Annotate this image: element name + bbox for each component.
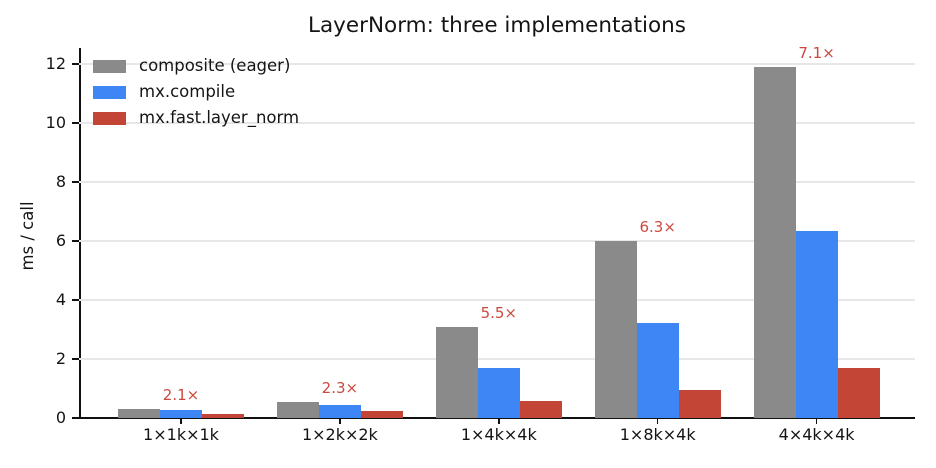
speedup-annotation: 2.1× [162, 385, 200, 404]
plot-area: 0 2 4 6 8 10 12 1×1k×1k 1×2k×2k 1×4k×4k 1×8k×4k 4×4… [46, 45, 915, 444]
bar-mx-fast-layer-norm [360, 411, 403, 418]
y-tick-mark [72, 358, 79, 360]
speedup-annotation: 5.5× [480, 304, 518, 323]
x-tick-mark [498, 418, 500, 424]
y-tick-label: 10 [45, 112, 66, 132]
y-tick-label: 8 [55, 171, 66, 191]
gridline [79, 358, 915, 360]
legend: composite (eager) mx.compile mx.fast.layer… [93, 53, 299, 131]
x-tick-label: 1×2k×2k [301, 425, 378, 444]
bar-mx-fast-layer-norm [837, 368, 880, 418]
legend-row: mx.compile [93, 79, 299, 105]
legend-label: mx.compile [139, 82, 236, 101]
x-tick-mark [180, 418, 182, 424]
legend-row: composite (eager) [93, 53, 299, 79]
y-tick-label: 0 [55, 408, 66, 427]
y-axis-spine [79, 48, 81, 419]
y-tick-label: 12 [45, 53, 66, 73]
speedup-annotation: 6.3× [639, 217, 676, 236]
y-tick-mark [72, 181, 79, 183]
gridline [79, 299, 915, 301]
bar-mx-fast-layer-norm [678, 389, 721, 418]
y-tick-mark [72, 417, 79, 419]
speedup-annotation: 7.1× [798, 43, 835, 62]
bar-composite-eager- [276, 402, 319, 418]
legend-swatch [93, 59, 126, 73]
bar-composite-eager- [594, 240, 637, 418]
bar-mx-compile [318, 404, 361, 418]
y-tick-label: 4 [55, 289, 66, 309]
legend-swatch [93, 85, 126, 99]
bar-mx-compile [636, 322, 679, 418]
gridline [79, 240, 915, 242]
chart-title: LayerNorm: three implementations [308, 13, 686, 38]
y-tick-mark [72, 62, 79, 65]
gridline [79, 122, 915, 124]
bar-mx-compile [477, 367, 520, 418]
x-tick-mark [339, 418, 341, 424]
bar-mx-compile [795, 230, 838, 418]
x-tick-label: 1×8k×4k [619, 425, 696, 444]
y-tick-label: 2 [55, 348, 66, 368]
y-tick-mark [72, 240, 79, 242]
y-tick-mark [72, 122, 79, 124]
gridline [79, 63, 915, 65]
legend-swatch [93, 111, 126, 125]
x-tick-mark [815, 418, 818, 424]
bar-mx-fast-layer-norm [202, 413, 244, 418]
x-tick-mark [656, 418, 659, 424]
gridline [79, 181, 915, 183]
legend-label: composite (eager) [139, 56, 291, 75]
x-axis-spine [79, 417, 915, 419]
x-tick-label: 4×4k×4k [778, 425, 855, 444]
speedup-annotation: 2.3× [321, 379, 359, 398]
y-tick-mark [72, 299, 79, 301]
y-tick-label: 6 [55, 230, 66, 250]
x-tick-label: 1×1k×1k [143, 425, 219, 444]
bar-composite-eager- [753, 66, 796, 418]
bar-composite-eager- [118, 408, 160, 418]
legend-label: mx.fast.layer_norm [139, 108, 300, 127]
legend-row: mx.fast.layer_norm [93, 105, 299, 131]
bar-mx-fast-layer-norm [519, 401, 562, 418]
bar-composite-eager- [435, 327, 478, 418]
bar-mx-compile [160, 410, 202, 418]
x-tick-label: 1×4k×4k [460, 425, 537, 444]
